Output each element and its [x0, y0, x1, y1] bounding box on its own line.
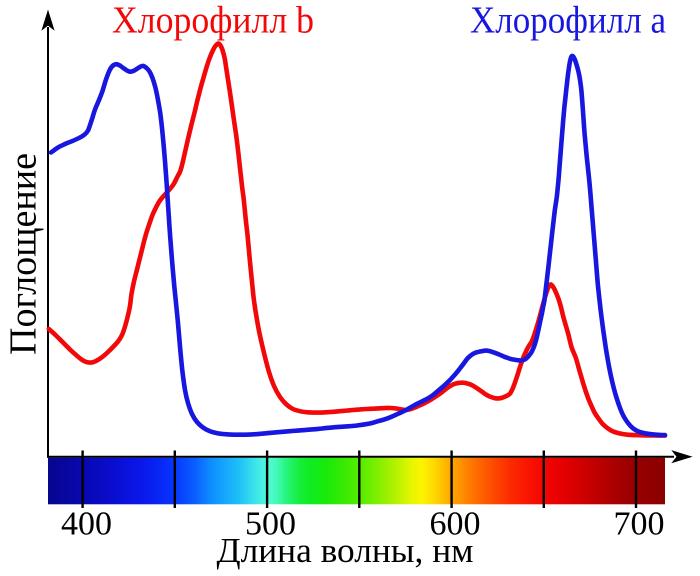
svg-text:Поглощение: Поглощение	[3, 153, 45, 355]
svg-text:Длина волны, нм: Длина волны, нм	[217, 531, 474, 570]
svg-text:500: 500	[245, 506, 296, 543]
svg-text:600: 600	[430, 506, 481, 543]
svg-text:400: 400	[61, 506, 112, 543]
svg-text:Хлорофилл b: Хлорофилл b	[112, 0, 314, 42]
svg-text:700: 700	[614, 506, 665, 543]
svg-text:Хлорофилл a: Хлорофилл a	[470, 0, 666, 42]
